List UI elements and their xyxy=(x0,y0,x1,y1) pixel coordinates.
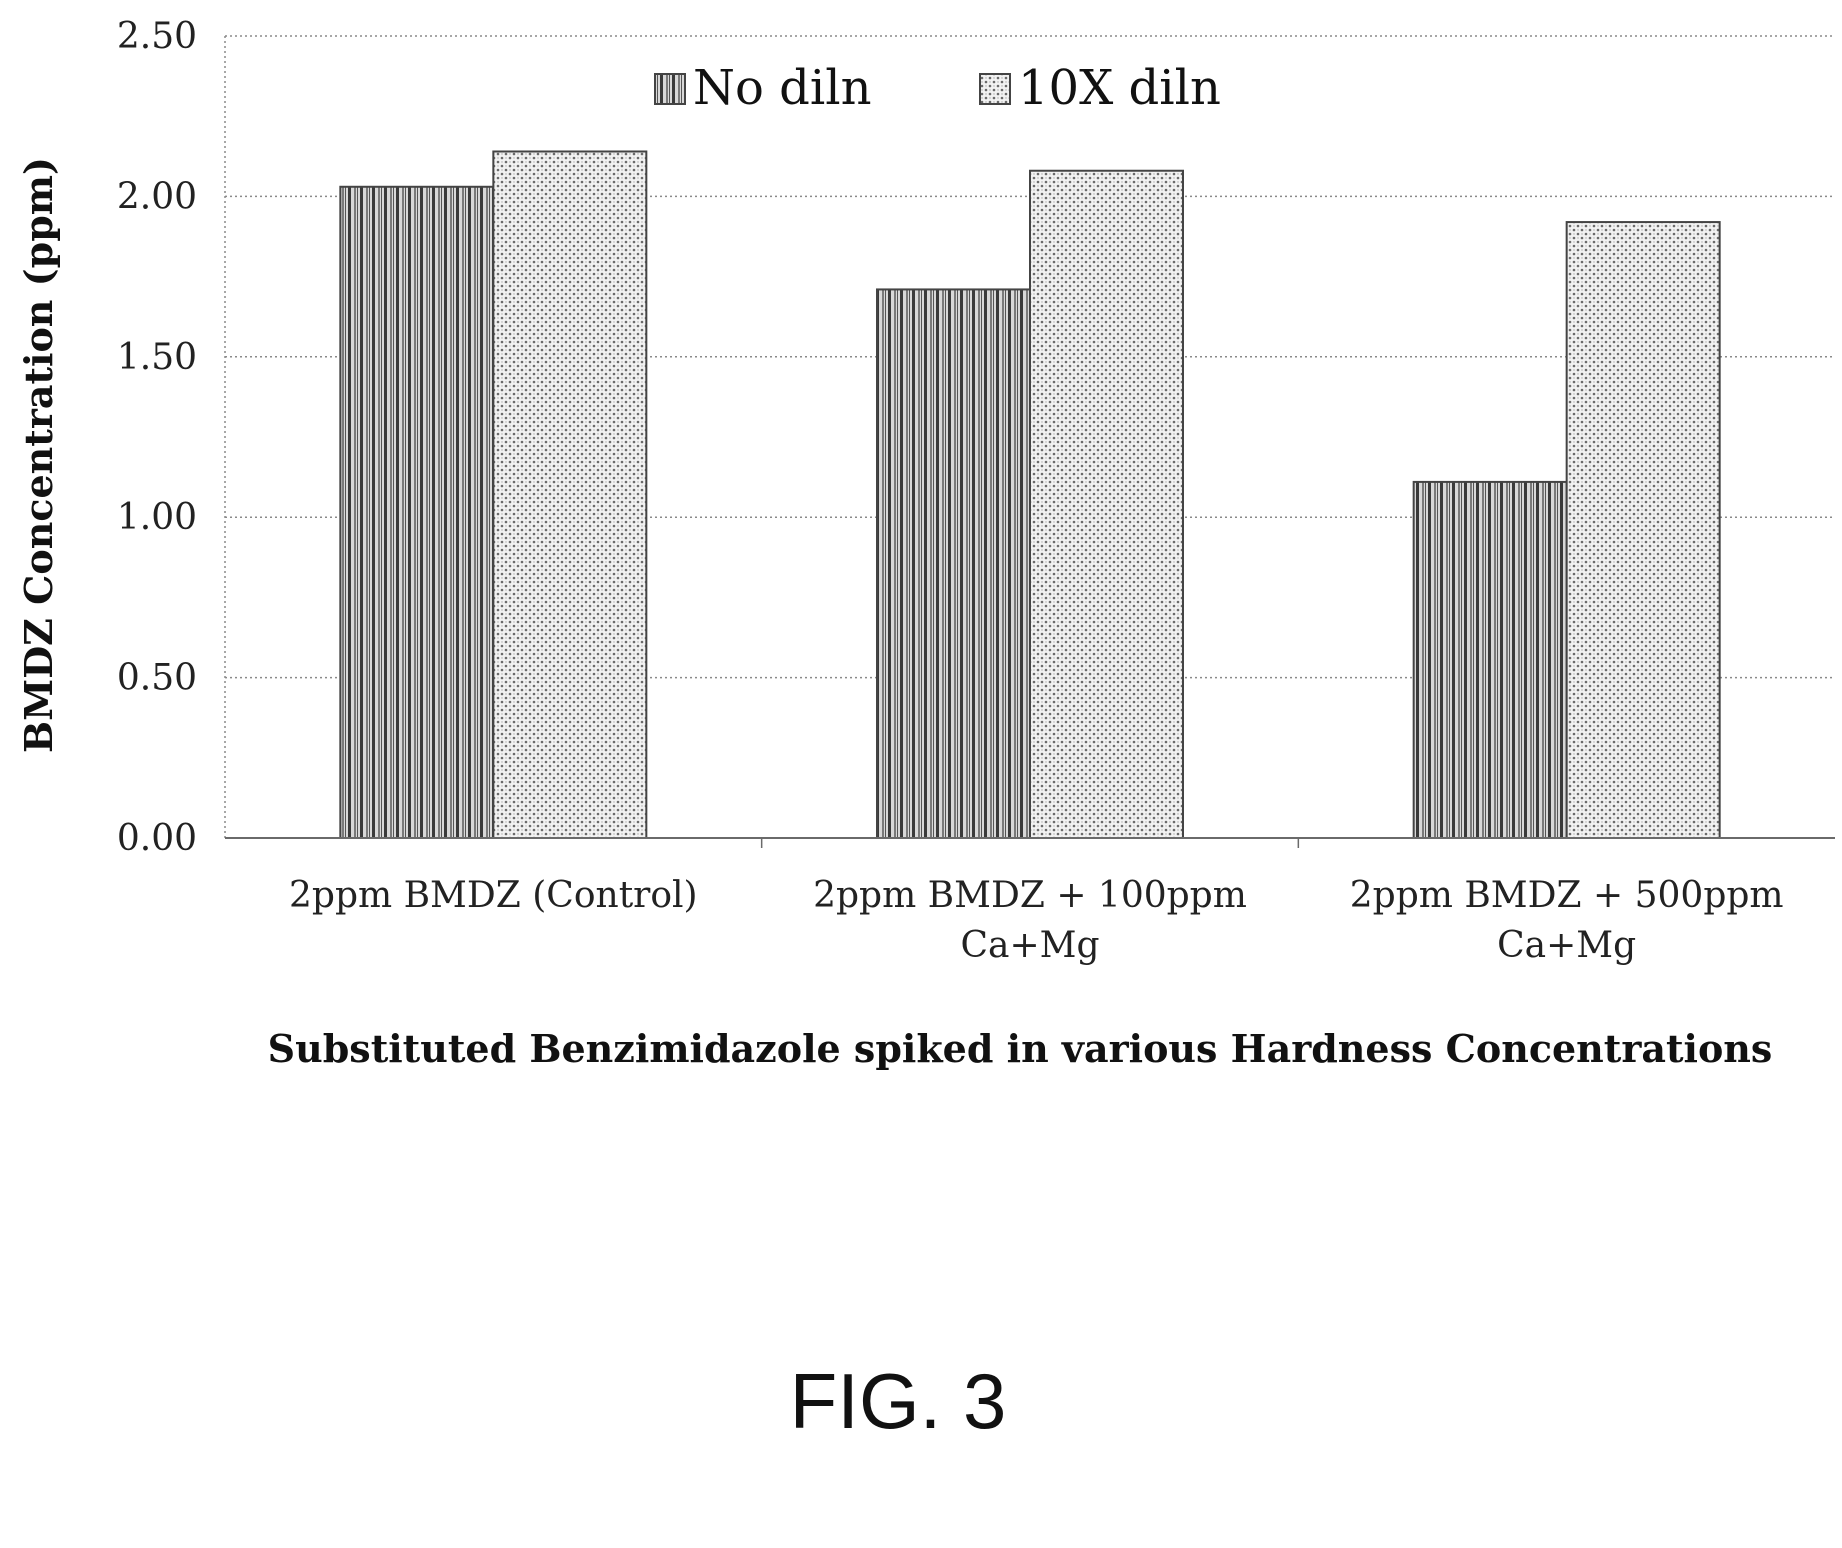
bar-no-diln xyxy=(339,185,495,839)
bar-no-diln xyxy=(876,288,1031,839)
x-category-label: 2ppm BMDZ + 500ppm xyxy=(1350,875,1784,916)
x-category-label: Ca+Mg xyxy=(960,925,1099,966)
y-tick-label: 0.50 xyxy=(117,658,197,699)
y-tick-label: 2.50 xyxy=(117,16,197,57)
x-axis-title: Substituted Benzimidazole spiked in vari… xyxy=(268,1026,1773,1071)
legend-label: 10X diln xyxy=(1018,60,1221,116)
legend-swatch xyxy=(979,73,1011,105)
x-category-label: 2ppm BMDZ (Control) xyxy=(289,875,698,916)
legend-swatch xyxy=(654,73,686,105)
legend-label: No diln xyxy=(693,60,872,116)
y-tick-label: 2.00 xyxy=(117,176,197,217)
y-tick-label: 0.00 xyxy=(117,818,197,859)
bars xyxy=(339,150,1721,840)
y-tick-labels: 0.00 0.50 1.00 1.50 2.00 2.50 xyxy=(117,16,197,859)
bar-no-diln xyxy=(1412,480,1568,839)
axes xyxy=(224,36,1835,848)
y-axis-title: BMDZ Concentration (ppm) xyxy=(16,157,61,753)
legend: No diln 10X diln xyxy=(654,60,1221,116)
bar-10x-diln xyxy=(492,150,648,840)
y-tick-label: 1.00 xyxy=(117,497,197,538)
x-category-label: Ca+Mg xyxy=(1497,925,1636,966)
x-category-labels: 2ppm BMDZ (Control) 2ppm BMDZ + 100ppm Ca+… xyxy=(289,875,1784,966)
x-category-label: 2ppm BMDZ + 100ppm xyxy=(813,875,1247,916)
bar-10x-diln xyxy=(1565,221,1721,839)
y-tick-label: 1.50 xyxy=(117,337,197,378)
figure-caption: FIG. 3 xyxy=(790,1357,1007,1445)
bar-10x-diln xyxy=(1029,169,1184,839)
